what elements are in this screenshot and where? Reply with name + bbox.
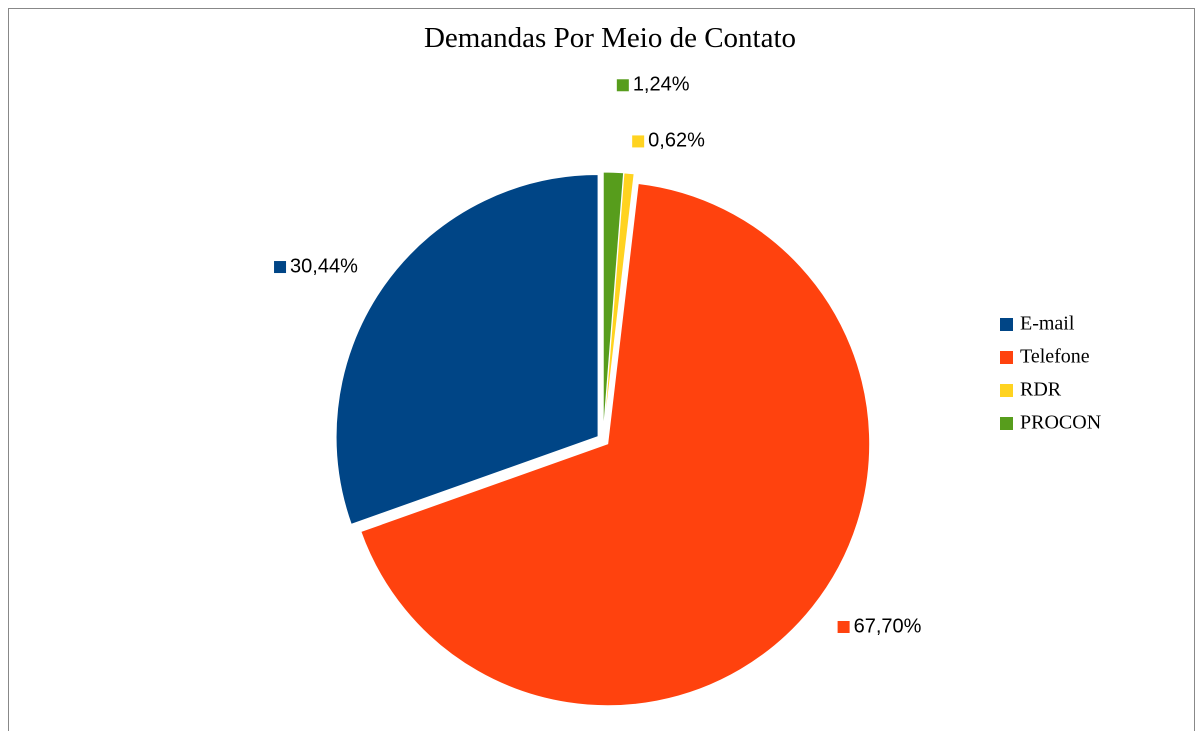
data-label-key bbox=[616, 79, 629, 92]
legend-key bbox=[1000, 384, 1013, 397]
data-label-key bbox=[632, 135, 645, 148]
legend-label: Telefone bbox=[1020, 346, 1090, 368]
pie-slice bbox=[602, 171, 625, 435]
data-label-key bbox=[837, 620, 850, 633]
data-label: 30,44% bbox=[290, 255, 358, 277]
data-label: 67,70% bbox=[854, 615, 922, 637]
legend-key bbox=[1000, 417, 1013, 430]
data-label: 1,24% bbox=[633, 74, 690, 96]
pie-slice bbox=[360, 182, 871, 707]
data-label: 0,62% bbox=[648, 130, 705, 152]
legend-key bbox=[1000, 318, 1013, 331]
data-label-key bbox=[274, 261, 287, 274]
pie-slice bbox=[335, 174, 599, 525]
legend-label: PROCON bbox=[1020, 412, 1101, 434]
legend-label: RDR bbox=[1020, 379, 1062, 401]
chart-title: Demandas Por Meio de Contato bbox=[424, 22, 796, 54]
legend-label: E-mail bbox=[1020, 313, 1075, 335]
legend-key bbox=[1000, 351, 1013, 364]
